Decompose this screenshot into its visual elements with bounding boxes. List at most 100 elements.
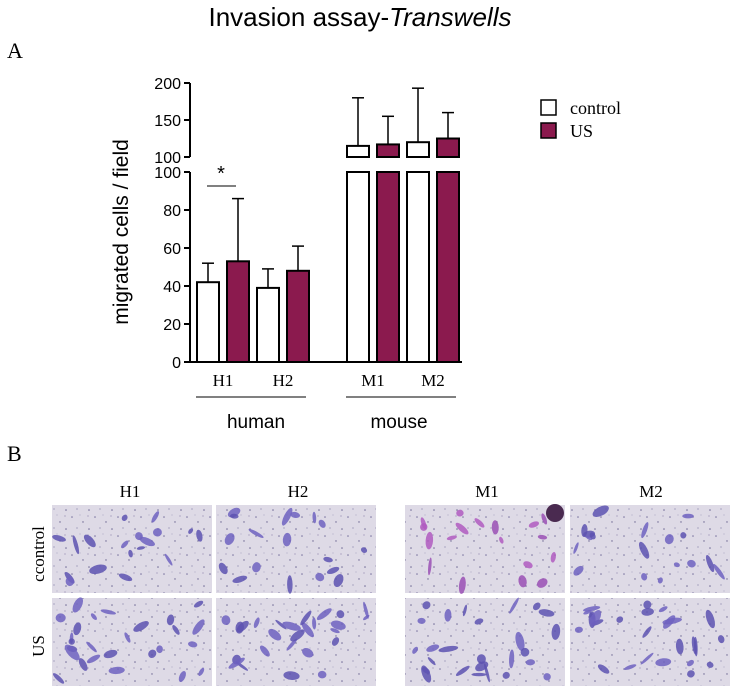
cell-mark — [318, 519, 326, 528]
cell-mark — [456, 509, 464, 517]
cell-mark — [100, 609, 116, 615]
bar-control-m2-lower — [406, 171, 430, 363]
cell-mark — [538, 609, 555, 617]
cell-mark — [523, 561, 533, 569]
cell-mark — [686, 659, 694, 667]
cell-mark — [52, 534, 66, 542]
cell-mark — [474, 518, 485, 528]
cell-mark — [236, 620, 249, 633]
dark-spot — [546, 504, 564, 522]
cell-mark — [301, 622, 314, 638]
cell-mark — [64, 644, 80, 661]
bars — [196, 87, 460, 364]
cell-mark — [312, 617, 317, 630]
cell-mark — [198, 667, 205, 676]
cell-mark — [72, 535, 80, 555]
cell-mark — [326, 566, 340, 575]
cell-mark — [583, 610, 592, 615]
cell-mark — [121, 540, 129, 549]
cell-mark — [128, 549, 133, 558]
cell-mark — [682, 513, 694, 519]
micrograph-h2-control — [216, 505, 376, 594]
cell-mark — [421, 665, 432, 683]
cell-mark — [90, 613, 97, 620]
y-tick-label: 100 — [154, 150, 181, 167]
x-tick-labels: H1 H2 M1 M2 — [213, 371, 445, 390]
cell-mark — [139, 536, 155, 547]
cell-mark — [583, 606, 601, 612]
bar-control-m1-upper — [346, 144, 370, 158]
cell-mark — [597, 664, 610, 674]
cell-mark — [148, 649, 157, 658]
cell-mark — [83, 534, 96, 548]
cell-mark — [282, 621, 301, 631]
cell-mark — [300, 610, 312, 626]
cell-mark — [331, 637, 340, 646]
cell-mark — [643, 600, 652, 609]
cell-mark — [86, 654, 101, 664]
micrograph-background — [405, 598, 565, 686]
y-axis-label: migrated cells / field — [110, 139, 133, 325]
y-tick-label: 0 — [172, 355, 181, 372]
cell-mark — [118, 573, 133, 582]
micro-col-label-h2: H2 — [288, 482, 309, 501]
cell-mark — [290, 511, 301, 519]
cell-mark — [444, 608, 452, 622]
micro-col-label-m1: M1 — [475, 482, 499, 501]
panel-a-label: A — [7, 38, 23, 63]
cell-mark — [680, 532, 687, 539]
cell-mark — [573, 542, 579, 554]
micro-row-label-us: US — [29, 635, 48, 657]
bar-control-h2 — [256, 286, 280, 363]
cell-mark — [705, 609, 716, 629]
cell-mark — [520, 647, 530, 657]
cell-mark — [525, 659, 536, 666]
cell-mark — [86, 641, 97, 653]
bar-us-m1-lower — [376, 171, 400, 363]
cell-mark — [221, 615, 231, 626]
cell-mark — [687, 670, 695, 678]
cell-mark — [108, 666, 125, 675]
micrograph-grid: H1 H2 M1 M2 ccontrol US — [29, 482, 730, 686]
cell-mark — [589, 532, 596, 540]
cell-mark — [673, 562, 680, 568]
y-tick-label: 200 — [154, 76, 181, 93]
cell-mark — [286, 638, 298, 651]
cell-mark — [518, 575, 527, 588]
cell-mark — [323, 556, 333, 563]
cell-mark — [248, 529, 264, 538]
cell-mark — [316, 608, 332, 621]
micrograph-m1-control — [405, 504, 565, 594]
cell-mark — [136, 546, 146, 550]
legend-label-control: control — [570, 98, 621, 118]
cell-mark — [446, 535, 457, 541]
micrograph-m2-control — [570, 505, 730, 593]
cell-mark — [420, 523, 428, 531]
cell-mark — [537, 578, 548, 588]
figure-title: Invasion assay-Transwells — [209, 2, 512, 32]
cell-mark — [706, 661, 714, 668]
cell-mark — [133, 621, 149, 632]
cell-mark — [224, 533, 235, 545]
cell-mark — [717, 635, 725, 644]
cell-mark — [573, 565, 584, 576]
cell-mark — [551, 623, 561, 640]
cell-mark — [275, 619, 287, 630]
cell-mark — [475, 661, 489, 672]
cell-mark — [164, 553, 173, 566]
cell-mark — [581, 524, 588, 537]
micrograph-h1-control — [52, 505, 212, 593]
y-tick-label: 60 — [163, 241, 181, 258]
cell-mark — [537, 534, 548, 540]
cell-mark — [641, 573, 648, 581]
cell-mark — [281, 507, 293, 526]
cell-mark — [187, 641, 198, 648]
group-labels: human mouse — [196, 396, 456, 433]
micro-col-label-m2: M2 — [639, 482, 663, 501]
cell-mark — [156, 645, 163, 654]
bar-control-h1 — [196, 281, 220, 364]
cell-mark — [228, 657, 245, 669]
cell-mark — [363, 601, 369, 619]
cell-mark — [232, 575, 248, 583]
